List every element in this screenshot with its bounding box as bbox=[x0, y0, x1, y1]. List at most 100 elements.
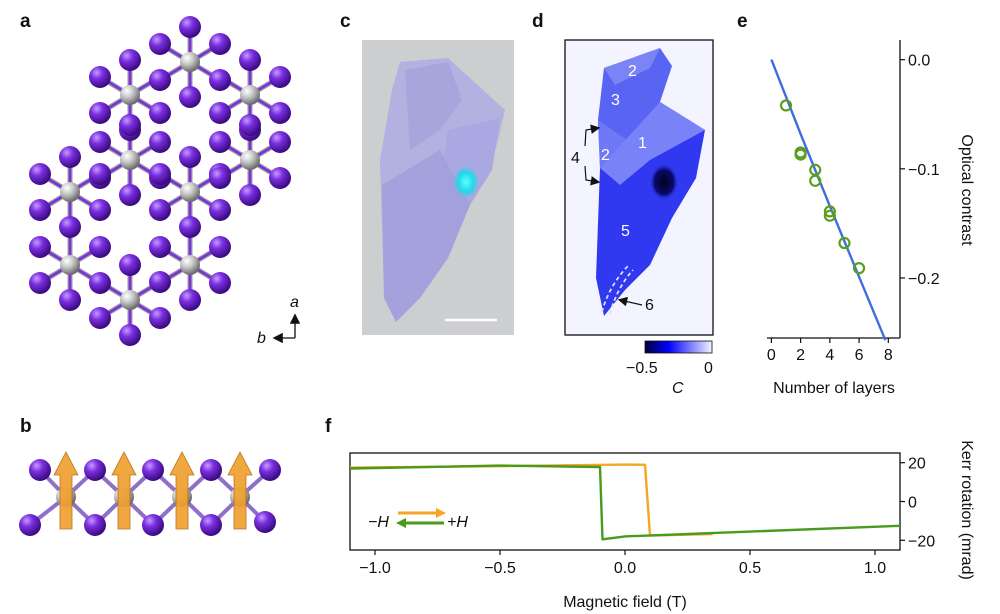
data-point bbox=[794, 148, 807, 161]
chart-e-xtick-label: 0 bbox=[767, 347, 776, 364]
data-point bbox=[779, 99, 793, 112]
iodine-atom bbox=[59, 289, 81, 311]
data-point bbox=[823, 205, 836, 218]
iodine-atom bbox=[59, 216, 81, 238]
chromium-atom bbox=[180, 255, 200, 275]
iodine-atom bbox=[209, 102, 231, 124]
iodine-atom bbox=[200, 459, 222, 481]
iodine-atom bbox=[149, 163, 171, 185]
data-point bbox=[823, 209, 836, 222]
chromium-atom bbox=[240, 150, 260, 170]
iodine-atom bbox=[119, 324, 141, 346]
chromium-atom bbox=[120, 150, 140, 170]
iodine-atom bbox=[29, 163, 51, 185]
arrow-label-4: 4 bbox=[571, 150, 580, 167]
iodine-atom bbox=[59, 146, 81, 168]
panel-label-d: d bbox=[532, 11, 544, 32]
spin-arrow bbox=[169, 451, 195, 530]
chromium-atom bbox=[120, 85, 140, 105]
chromium-atom bbox=[180, 182, 200, 202]
colorbar-max-label: 0 bbox=[704, 360, 713, 377]
colorbar-symbol: C bbox=[672, 380, 684, 397]
region-label-3: 3 bbox=[611, 92, 620, 109]
lattice-axes: a b bbox=[257, 294, 301, 347]
iodine-atom bbox=[142, 459, 164, 481]
panel-label-b: b bbox=[20, 416, 32, 437]
iodine-atom bbox=[209, 236, 231, 258]
region-label-2-top: 2 bbox=[628, 63, 637, 80]
chart-e-xtick-label: 2 bbox=[796, 347, 805, 364]
region-label-2-mid: 2 bbox=[601, 147, 610, 164]
iodine-atom bbox=[179, 289, 201, 311]
legend-plus-h: +H bbox=[447, 514, 468, 531]
chart-f-xtick-label: 1.0 bbox=[864, 560, 886, 577]
chromium-atom bbox=[120, 290, 140, 310]
iodine-atom bbox=[89, 131, 111, 153]
iodine-atom bbox=[89, 66, 111, 88]
colorbar bbox=[644, 340, 713, 354]
data-point bbox=[809, 174, 822, 187]
iodine-atom bbox=[84, 514, 106, 536]
iodine-atom bbox=[149, 69, 171, 91]
optical-contrast-map: 2 3 1 2 5 4 6 −0.5 0 C bbox=[564, 39, 714, 397]
iodine-atom bbox=[149, 307, 171, 329]
chart-f-ylabel: Kerr rotation (mrad) bbox=[958, 440, 975, 580]
chart-e-xlabel: Number of layers bbox=[773, 380, 895, 397]
iodine-atom bbox=[209, 131, 231, 153]
spin-arrow bbox=[111, 451, 137, 530]
iodine-atom bbox=[149, 236, 171, 258]
optical-micrograph bbox=[362, 40, 514, 335]
crystal-structure-top-view bbox=[29, 16, 291, 346]
panel-label-f: f bbox=[325, 416, 332, 437]
iodine-atom bbox=[269, 131, 291, 153]
chart-f-ytick-label: 20 bbox=[908, 456, 926, 473]
iodine-atom bbox=[119, 254, 141, 276]
iodine-atom bbox=[179, 146, 201, 168]
iodine-atom bbox=[259, 459, 281, 481]
iodine-atom bbox=[269, 167, 291, 189]
chart-e-ytick-label: −0.1 bbox=[908, 162, 940, 179]
axis-a-label: a bbox=[290, 294, 299, 311]
chromium-atom bbox=[180, 52, 200, 72]
region-label-1: 1 bbox=[638, 135, 647, 152]
iodine-atom bbox=[89, 272, 111, 294]
arrow-label-6: 6 bbox=[645, 297, 654, 314]
series-sweep-down bbox=[349, 464, 901, 541]
panel-label-a: a bbox=[20, 11, 31, 32]
iodine-atom bbox=[149, 199, 171, 221]
iodine-atom bbox=[209, 199, 231, 221]
iodine-atom bbox=[29, 199, 51, 221]
spin-arrow bbox=[53, 451, 79, 530]
chart-f-xtick-label: −1.0 bbox=[359, 560, 391, 577]
iodine-atom bbox=[254, 511, 276, 533]
panel-label-c: c bbox=[340, 11, 351, 32]
iodine-atom bbox=[142, 514, 164, 536]
chart-f-xtick-label: −0.5 bbox=[484, 560, 516, 577]
iodine-atom bbox=[149, 33, 171, 55]
iodine-atom bbox=[149, 131, 171, 153]
iodine-atom bbox=[209, 272, 231, 294]
iodine-atom bbox=[179, 216, 201, 238]
iodine-atom bbox=[200, 514, 222, 536]
iodine-atom bbox=[239, 49, 261, 71]
chart-e-xtick-label: 4 bbox=[825, 347, 834, 364]
iodine-atom bbox=[89, 236, 111, 258]
iodine-atom bbox=[89, 163, 111, 185]
iodine-atom bbox=[209, 33, 231, 55]
chromium-atom bbox=[240, 85, 260, 105]
iodine-atom bbox=[89, 199, 111, 221]
iodine-atom bbox=[239, 184, 261, 206]
iodine-atom bbox=[89, 307, 111, 329]
chart-e-xtick-label: 6 bbox=[855, 347, 864, 364]
crystal-structure-side-view bbox=[19, 451, 281, 536]
iodine-atom bbox=[119, 49, 141, 71]
chart-f-xlabel: Magnetic field (T) bbox=[563, 594, 687, 611]
chart-e-ytick-label: −0.2 bbox=[908, 271, 940, 288]
iodine-atom bbox=[269, 66, 291, 88]
iodine-atom bbox=[179, 86, 201, 108]
legend: −H +H bbox=[368, 508, 468, 531]
iodine-atom bbox=[84, 459, 106, 481]
chart-e-ytick-label: 0.0 bbox=[908, 53, 930, 70]
spin-arrow bbox=[227, 451, 253, 530]
iodine-atom bbox=[29, 236, 51, 258]
